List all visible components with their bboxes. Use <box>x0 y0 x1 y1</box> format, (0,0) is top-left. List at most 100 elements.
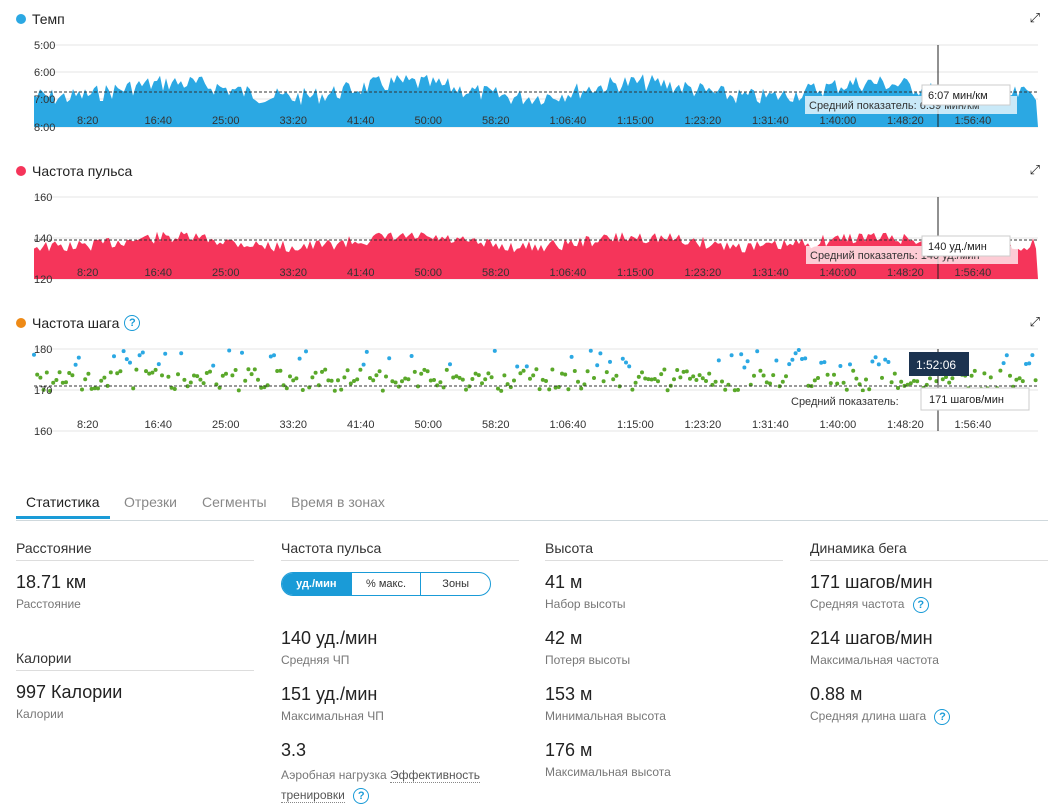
cadence-point <box>886 360 891 364</box>
expand-icon[interactable]: ⤢ <box>1029 314 1040 329</box>
cadence-point <box>860 388 865 393</box>
cadence-point <box>144 369 148 374</box>
cadence-point <box>169 385 174 390</box>
cadence-point <box>598 351 603 356</box>
cadence-point <box>313 370 318 375</box>
cadence-point <box>185 384 190 389</box>
cadence-point <box>620 356 625 361</box>
x-tick-label: 33:20 <box>280 267 308 279</box>
x-tick-label: 1:56:40 <box>955 267 992 279</box>
x-tick-label: 1:56:40 <box>955 115 992 127</box>
x-tick-label: 25:00 <box>212 115 240 127</box>
cadence-point <box>416 384 420 389</box>
cadence-point <box>172 387 177 391</box>
cadence-point <box>998 368 1003 373</box>
cadence-point <box>729 353 734 358</box>
cadence-point <box>857 382 862 387</box>
x-tick-label: 58:20 <box>482 115 510 127</box>
cadence-point <box>816 376 820 380</box>
cadence-point <box>265 383 270 388</box>
cadence-point <box>38 375 43 380</box>
cadence-point <box>374 373 379 378</box>
max-hr-metric: 151 уд./мин Максимальная ЧП <box>281 684 384 723</box>
cadence-point <box>278 368 283 373</box>
cadence-point <box>99 378 104 383</box>
cadence-point <box>358 367 363 372</box>
cadence-chart[interactable]: 180 170 160 8:20 16:40 25:00 33:20 41:40 50:0… <box>0 304 1060 444</box>
toggle-bpm[interactable]: уд./мин <box>282 573 351 595</box>
cadence-point <box>752 373 756 378</box>
cadence-point <box>403 376 408 381</box>
cadence-point <box>348 381 353 386</box>
cadence-point <box>688 376 692 381</box>
help-icon[interactable]: ? <box>353 788 370 804</box>
cadence-point <box>505 382 510 387</box>
x-tick-label: 50:00 <box>415 115 443 127</box>
cadence-point <box>512 378 516 383</box>
hr-chart[interactable]: 160 140 120 8:20 16:40 25:00 33:20 41:40 50:0… <box>0 152 1060 292</box>
calories-label: Калории <box>16 707 64 721</box>
cadence-point <box>304 349 308 354</box>
cadence-point <box>611 377 616 382</box>
cadence-point <box>204 371 209 375</box>
x-tick-label: 1:40:00 <box>820 115 857 127</box>
x-tick-label: 1:31:40 <box>752 115 789 127</box>
cadence-point <box>211 363 216 368</box>
x-tick-label: 8:20 <box>77 115 98 127</box>
cadence-point <box>70 373 75 378</box>
help-icon[interactable]: ? <box>934 709 951 725</box>
cadence-point <box>435 383 440 388</box>
elev-min-label: Минимальная высота <box>545 709 666 723</box>
elev-max-label: Максимальная высота <box>545 765 671 779</box>
cadence-point <box>720 379 724 384</box>
expand-icon[interactable]: ⤢ <box>1029 10 1040 25</box>
cadence-point <box>163 351 168 356</box>
cadence-point <box>761 373 766 378</box>
training-effect-link[interactable]: Эффективность <box>390 768 481 783</box>
cadence-point <box>1024 362 1028 366</box>
cadence-point <box>124 357 129 362</box>
cadence-point <box>499 388 504 393</box>
pace-chart[interactable]: 5:00 6:00 7:00 8:00 8:20 16:40 25:00 33:20 4… <box>0 0 1060 140</box>
distance-header: Расстояние <box>16 540 254 561</box>
cadence-point <box>832 372 836 377</box>
tab-statistics[interactable]: Статистика <box>26 494 100 510</box>
toggle-percent-max[interactable]: % макс. <box>350 573 421 595</box>
cadence-point <box>950 376 955 381</box>
elev-loss-value: 42 м <box>545 628 583 648</box>
cadence-point <box>672 377 676 382</box>
x-tick-label: 1:40:00 <box>820 267 857 279</box>
pace-tooltip: 6:07 мин/км <box>928 90 988 102</box>
cadence-point <box>387 356 392 361</box>
calories-header: Калории <box>16 650 254 671</box>
cadence-point <box>800 357 804 361</box>
x-tick-label: 1:48:20 <box>887 267 924 279</box>
toggle-zones[interactable]: Зоны <box>420 573 490 595</box>
max-hr-value: 151 уд./мин <box>281 684 378 704</box>
cadence-point <box>83 377 88 382</box>
training-effect-link-2[interactable]: тренировки <box>281 788 345 803</box>
x-tick-label: 8:20 <box>77 419 98 431</box>
cadence-point <box>243 378 248 383</box>
cadence-point <box>1033 378 1038 383</box>
cadence-point <box>697 373 702 378</box>
cadence-point <box>35 372 40 377</box>
x-tick-label: 1:23:20 <box>685 267 722 279</box>
cadence-point <box>326 378 331 383</box>
distance-value: 18.71 км <box>16 572 87 592</box>
help-icon[interactable]: ? <box>912 597 929 613</box>
cadence-point <box>841 380 846 385</box>
cadence-point <box>531 373 536 378</box>
cadence-point <box>1030 353 1035 358</box>
tab-laps[interactable]: Отрезки <box>124 494 177 510</box>
cadence-point <box>684 369 689 374</box>
tab-segments[interactable]: Сегменты <box>202 494 267 510</box>
cadence-point <box>339 387 344 392</box>
tab-time-in-zones[interactable]: Время в зонах <box>291 494 385 510</box>
y-tick: 7:00 <box>34 94 55 106</box>
cadence-point <box>812 378 817 383</box>
cadence-point <box>368 376 372 380</box>
x-tick-label: 16:40 <box>145 267 173 279</box>
expand-icon[interactable]: ⤢ <box>1029 162 1040 177</box>
help-icon[interactable]: ? <box>124 315 141 331</box>
